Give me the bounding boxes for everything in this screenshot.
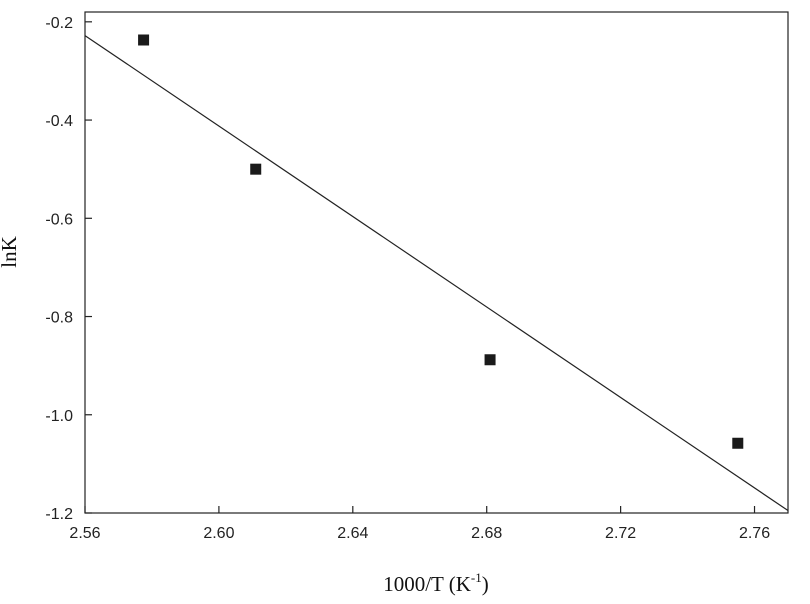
x-axis-title-close: ) [482,572,489,596]
x-tick-label: 2.60 [203,525,234,542]
y-tick-label: -1.0 [45,408,73,425]
plot-frame [84,11,789,514]
x-tick-label: 2.72 [605,525,636,542]
y-axis-ticks: -0.2 -0.4 -0.6 -0.8 -1.0 -1.2 [45,15,92,523]
x-axis-title-superscript: -1 [471,570,482,585]
x-tick-label: 2.68 [471,525,502,542]
x-tick-label: 2.76 [739,525,770,542]
y-tick-label: -0.6 [45,211,73,228]
linear-fit-line [84,35,789,512]
x-axis-ticks: 2.56 2.60 2.64 2.68 2.72 2.76 [69,506,770,542]
data-point [250,163,262,175]
fit-line-series [84,35,789,512]
y-tick-label: -0.4 [45,113,73,130]
y-tick-label: -0.2 [45,15,73,32]
x-axis-title: 1000/T (K-1) [383,570,489,596]
y-tick-label: -1.2 [45,506,73,523]
data-point [732,437,744,449]
data-point [138,34,150,46]
y-tick-label: -0.8 [45,310,73,327]
data-points-series [138,34,744,449]
x-tick-label: 2.64 [337,525,368,542]
data-point [484,354,496,366]
y-axis-title: lnK [0,236,21,268]
axes [84,11,789,514]
x-tick-label: 2.56 [69,525,100,542]
